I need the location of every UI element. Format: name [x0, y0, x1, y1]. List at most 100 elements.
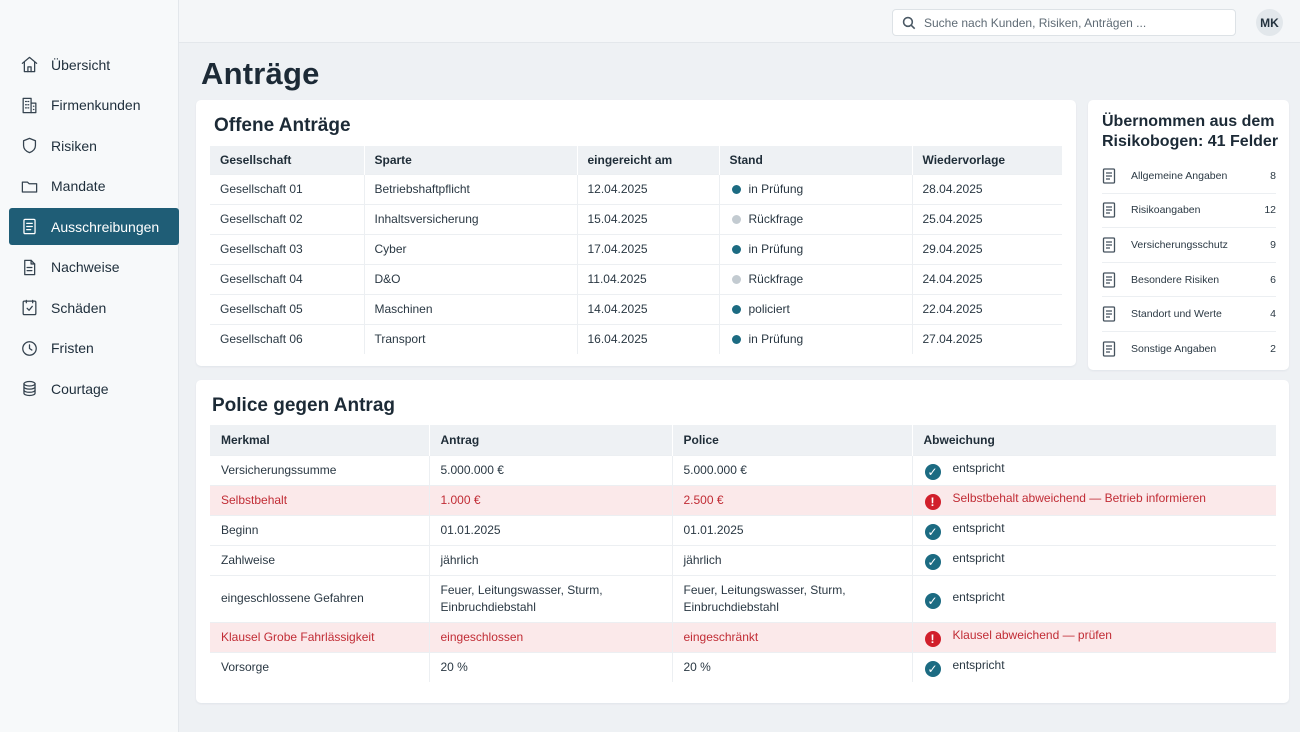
comparison-row[interactable]: Vorsorge 20 % 20 % ✓ entspricht [210, 651, 1276, 682]
field-group-count: 8 [1270, 169, 1276, 182]
field-group-count: 9 [1270, 238, 1276, 251]
deviation-label: entspricht [952, 550, 1005, 565]
field-group-label: Risikoangaben [1131, 204, 1201, 217]
table-cell: Klausel Grobe Fahrlässigkeit [210, 621, 430, 652]
table-row[interactable]: Gesellschaft 04 D&O 11.04.2025 Rückfrage 24.… [210, 263, 1062, 294]
field-group-label: Standort und Werte [1131, 308, 1222, 321]
sidebar-item-courtage[interactable]: Courtage [9, 370, 179, 407]
status-label: in Prüfung [748, 182, 804, 196]
column-header[interactable]: Police [672, 425, 913, 455]
comparison-row[interactable]: Selbstbehalt 1.000 €2.500 €! Selbstbehalt … [210, 484, 1276, 515]
table-cell: Zahlweise [210, 544, 430, 575]
deviation-cell: ! Klausel abweichend — prüfen [912, 621, 1276, 652]
column-header[interactable]: Stand [719, 146, 913, 174]
deviation-cell: ✓ entspricht [912, 454, 1276, 485]
status-dot-icon [731, 305, 741, 314]
check-circle-icon: ✓ [924, 523, 941, 540]
table-cell: Transport [364, 323, 578, 354]
table-cell: Inhaltsversicherung [364, 203, 578, 234]
table-row[interactable]: Gesellschaft 02 Inhaltsversicherung 15.04.… [210, 203, 1062, 234]
table-row[interactable]: Gesellschaft 05 Maschinen 14.04.2025 polici… [210, 293, 1062, 324]
field-group-row[interactable]: Besondere Risiken 6 [1102, 263, 1276, 298]
table-cell: eingeschränkt [672, 621, 913, 652]
sidebar-item-firmenkunden[interactable]: Firmenkunden [9, 87, 179, 124]
column-header[interactable]: Wiedervorlage [912, 146, 1062, 174]
document-icon [1102, 306, 1120, 322]
sidebar-item-nachweise[interactable]: Nachweise [9, 249, 179, 286]
user-avatar[interactable]: MK [1256, 9, 1283, 36]
building-icon [19, 95, 39, 115]
table-cell: in Prüfung [719, 233, 913, 264]
document-icon [1102, 271, 1120, 288]
table-cell: Versicherungssumme [210, 454, 430, 485]
table-cell: jährlich [429, 544, 673, 575]
table-cell: 5.000.000 € [429, 454, 673, 485]
alert-circle-icon: ! [924, 493, 941, 510]
table-cell: eingeschlossene Gefahren [210, 574, 430, 622]
table-cell: 20 % [672, 651, 913, 682]
table-cell: 14.04.2025 [577, 293, 720, 324]
column-header[interactable]: Merkmal [210, 425, 430, 455]
sidebar-item-ausschreibungen[interactable]: Ausschreibungen [9, 208, 179, 245]
comparison-row[interactable]: Klausel Grobe Fahrlässigkeit eingeschloss… [210, 621, 1276, 652]
sidebar-item-uebersicht[interactable]: Übersicht [9, 46, 179, 83]
sidebar-item-label: Ausschreibungen [51, 218, 160, 235]
document-icon [1102, 237, 1120, 253]
field-group-label: Allgemeine Angaben [1131, 169, 1228, 182]
deviation-cell: ✓ entspricht [912, 544, 1276, 575]
table-cell: Beginn [210, 514, 430, 545]
shield-icon [19, 136, 39, 156]
column-header[interactable]: Antrag [429, 425, 673, 455]
sidebar-item-risiken[interactable]: Risiken [9, 127, 179, 164]
sidebar-item-fristen[interactable]: Fristen [9, 330, 179, 367]
table-cell: 17.04.2025 [577, 233, 720, 264]
table-cell: 27.04.2025 [912, 323, 1062, 354]
column-header[interactable]: Sparte [364, 146, 578, 174]
search-input[interactable] [924, 15, 1224, 30]
field-group-row[interactable]: Standort und Werte 4 [1102, 297, 1276, 332]
column-header[interactable]: Gesellschaft [210, 146, 365, 174]
sidebar-item-label: Nachweise [51, 259, 120, 275]
search-box[interactable] [892, 9, 1236, 36]
table-cell: 28.04.2025 [912, 173, 1062, 204]
status-label: in Prüfung [748, 242, 804, 256]
field-group-row[interactable]: Versicherungsschutz 9 [1102, 228, 1276, 263]
table-cell: 29.04.2025 [912, 233, 1062, 264]
field-group-count: 2 [1270, 343, 1276, 356]
field-group-row[interactable]: Allgemeine Angaben 8 [1102, 159, 1276, 194]
comparison-row[interactable]: Versicherungssumme 5.000.000 €5.000.000 €… [210, 454, 1276, 485]
sidebar-item-label: Risiken [51, 137, 97, 154]
status-dot-icon [731, 185, 741, 194]
comparison-row[interactable]: Zahlweise jährlich jährlich ✓ entspricht [210, 544, 1276, 575]
table-cell: 20 % [429, 651, 673, 682]
sidebar-item-schaeden[interactable]: Schäden [9, 289, 179, 326]
field-group-row[interactable]: Risikoangaben 12 [1102, 194, 1276, 229]
document-icon [1102, 202, 1120, 219]
table-cell: Gesellschaft 02 [210, 203, 365, 234]
table-row[interactable]: Gesellschaft 03 Cyber 17.04.2025 in Prüfung… [210, 233, 1062, 264]
search-icon [902, 16, 916, 29]
column-header[interactable]: eingereicht am [577, 146, 720, 174]
table-cell: Selbstbehalt [210, 484, 430, 515]
field-group-label: Versicherungsschutz [1131, 238, 1228, 251]
sidebar-item-label: Mandate [51, 178, 106, 194]
check-circle-icon: ✓ [924, 553, 941, 570]
status-label: Rückfrage [748, 212, 804, 226]
comparison-row[interactable]: eingeschlossene Gefahren Feuer, Leitungsw… [210, 574, 1276, 622]
table-row[interactable]: Gesellschaft 06 Transport 16.04.2025 in Prü… [210, 323, 1062, 354]
table-cell: 12.04.2025 [577, 173, 720, 204]
table-cell: 24.04.2025 [912, 263, 1062, 294]
document-icon [1102, 168, 1120, 184]
deviation-cell: ✓ entspricht [912, 651, 1276, 682]
column-header[interactable]: Abweichung [912, 425, 1276, 455]
table-cell: in Prüfung [719, 323, 913, 354]
risikobogen-title: Übernommen aus dem Risikobogen: 41 Felde… [1102, 113, 1279, 150]
table-cell: 11.04.2025 [577, 263, 720, 294]
table-cell: 01.01.2025 [429, 514, 673, 545]
comparison-row[interactable]: Beginn 01.01.2025 01.01.2025 ✓ entspricht [210, 514, 1276, 545]
field-group-count: 4 [1270, 308, 1276, 321]
table-cell: jährlich [672, 544, 913, 575]
sidebar-item-mandate[interactable]: Mandate [9, 168, 179, 205]
field-group-row[interactable]: Sonstige Angaben 2 [1102, 332, 1276, 367]
table-row[interactable]: Gesellschaft 01 Betriebshaftpflicht 12.04.… [210, 173, 1062, 204]
